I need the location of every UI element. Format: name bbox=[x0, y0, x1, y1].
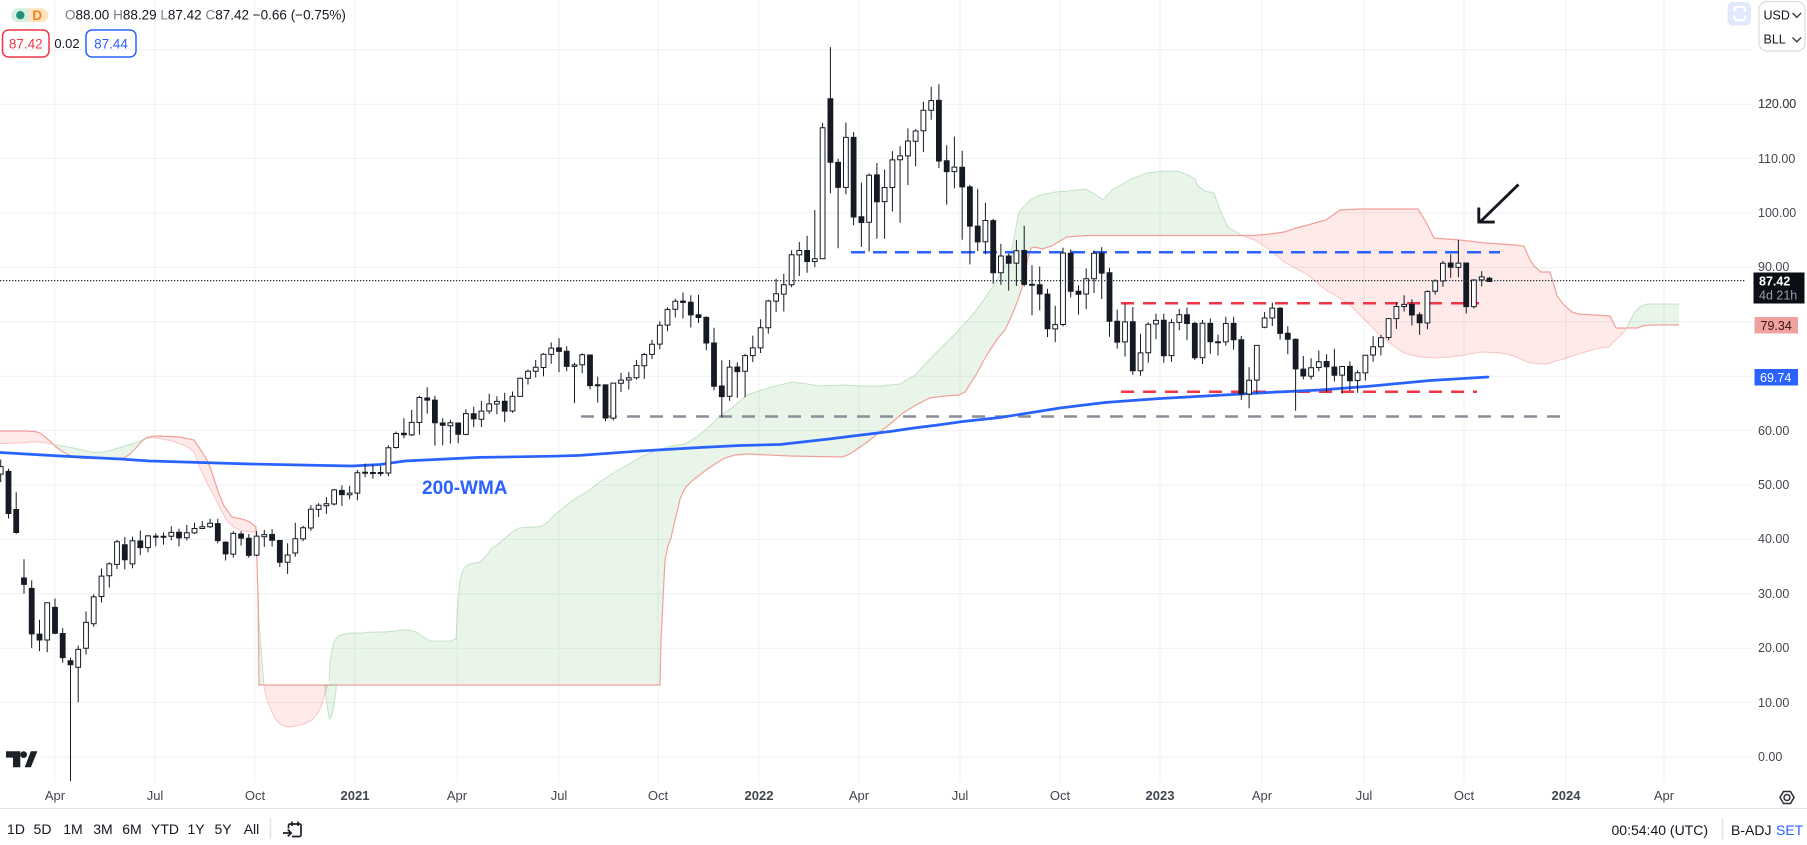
svg-text:O88.00 H88.29 L87.42 C87.42 −0: O88.00 H88.29 L87.42 C87.42 −0.66 (−0.75… bbox=[65, 8, 346, 23]
svg-text:Apr: Apr bbox=[1654, 788, 1675, 803]
svg-text:20.00: 20.00 bbox=[1758, 641, 1789, 655]
svg-text:120.00: 120.00 bbox=[1758, 97, 1796, 111]
svg-text:SET: SET bbox=[1776, 822, 1804, 838]
svg-text:Oct: Oct bbox=[648, 788, 669, 803]
svg-text:Apr: Apr bbox=[1252, 788, 1273, 803]
svg-text:10.00: 10.00 bbox=[1758, 696, 1789, 710]
svg-text:BLL: BLL bbox=[1764, 33, 1786, 47]
svg-text:90.00: 90.00 bbox=[1758, 260, 1789, 274]
svg-text:Jul: Jul bbox=[952, 788, 969, 803]
svg-text:B-ADJ: B-ADJ bbox=[1731, 822, 1771, 838]
svg-text:1M: 1M bbox=[63, 821, 82, 837]
svg-text:Apr: Apr bbox=[447, 788, 468, 803]
svg-text:Jul: Jul bbox=[147, 788, 164, 803]
svg-text:D: D bbox=[32, 8, 42, 23]
svg-text:1D: 1D bbox=[7, 821, 25, 837]
svg-text:00:54:40 (UTC): 00:54:40 (UTC) bbox=[1612, 822, 1708, 838]
svg-text:YTD: YTD bbox=[151, 821, 179, 837]
svg-text:120.00: 120.00 bbox=[1758, 97, 1796, 111]
svg-text:100.00: 100.00 bbox=[1758, 206, 1796, 220]
svg-text:40.00: 40.00 bbox=[1758, 532, 1789, 546]
svg-text:1Y: 1Y bbox=[187, 821, 205, 837]
svg-text:2024: 2024 bbox=[1552, 788, 1582, 803]
svg-text:79.34: 79.34 bbox=[1761, 319, 1792, 333]
svg-text:5D: 5D bbox=[34, 821, 52, 837]
svg-text:3M: 3M bbox=[93, 821, 112, 837]
svg-text:Apr: Apr bbox=[849, 788, 870, 803]
svg-text:Oct: Oct bbox=[1454, 788, 1475, 803]
svg-text:69.74: 69.74 bbox=[1760, 371, 1791, 385]
svg-text:87.42: 87.42 bbox=[9, 37, 43, 52]
svg-text:50.00: 50.00 bbox=[1758, 478, 1789, 492]
svg-text:Oct: Oct bbox=[245, 788, 266, 803]
svg-text:30.00: 30.00 bbox=[1758, 587, 1789, 601]
svg-text:60.00: 60.00 bbox=[1758, 424, 1789, 438]
svg-text:0.02: 0.02 bbox=[54, 36, 79, 51]
svg-text:2021: 2021 bbox=[341, 788, 370, 803]
svg-text:All: All bbox=[244, 821, 260, 837]
svg-text:0.00: 0.00 bbox=[1758, 750, 1782, 764]
svg-text:4d 21h: 4d 21h bbox=[1759, 289, 1797, 303]
svg-text:Apr: Apr bbox=[45, 788, 66, 803]
svg-text:USD: USD bbox=[1764, 9, 1790, 23]
svg-text:87.44: 87.44 bbox=[94, 37, 128, 52]
svg-text:87.42: 87.42 bbox=[1759, 275, 1790, 289]
svg-text:Jul: Jul bbox=[551, 788, 568, 803]
svg-text:2022: 2022 bbox=[745, 788, 774, 803]
svg-text:6M: 6M bbox=[122, 821, 141, 837]
svg-text:Jul: Jul bbox=[1356, 788, 1373, 803]
svg-text:Oct: Oct bbox=[1050, 788, 1071, 803]
svg-text:110.00: 110.00 bbox=[1758, 152, 1795, 166]
svg-text:200-WMA: 200-WMA bbox=[422, 478, 508, 499]
svg-text:5Y: 5Y bbox=[214, 821, 232, 837]
svg-text:2023: 2023 bbox=[1146, 788, 1175, 803]
